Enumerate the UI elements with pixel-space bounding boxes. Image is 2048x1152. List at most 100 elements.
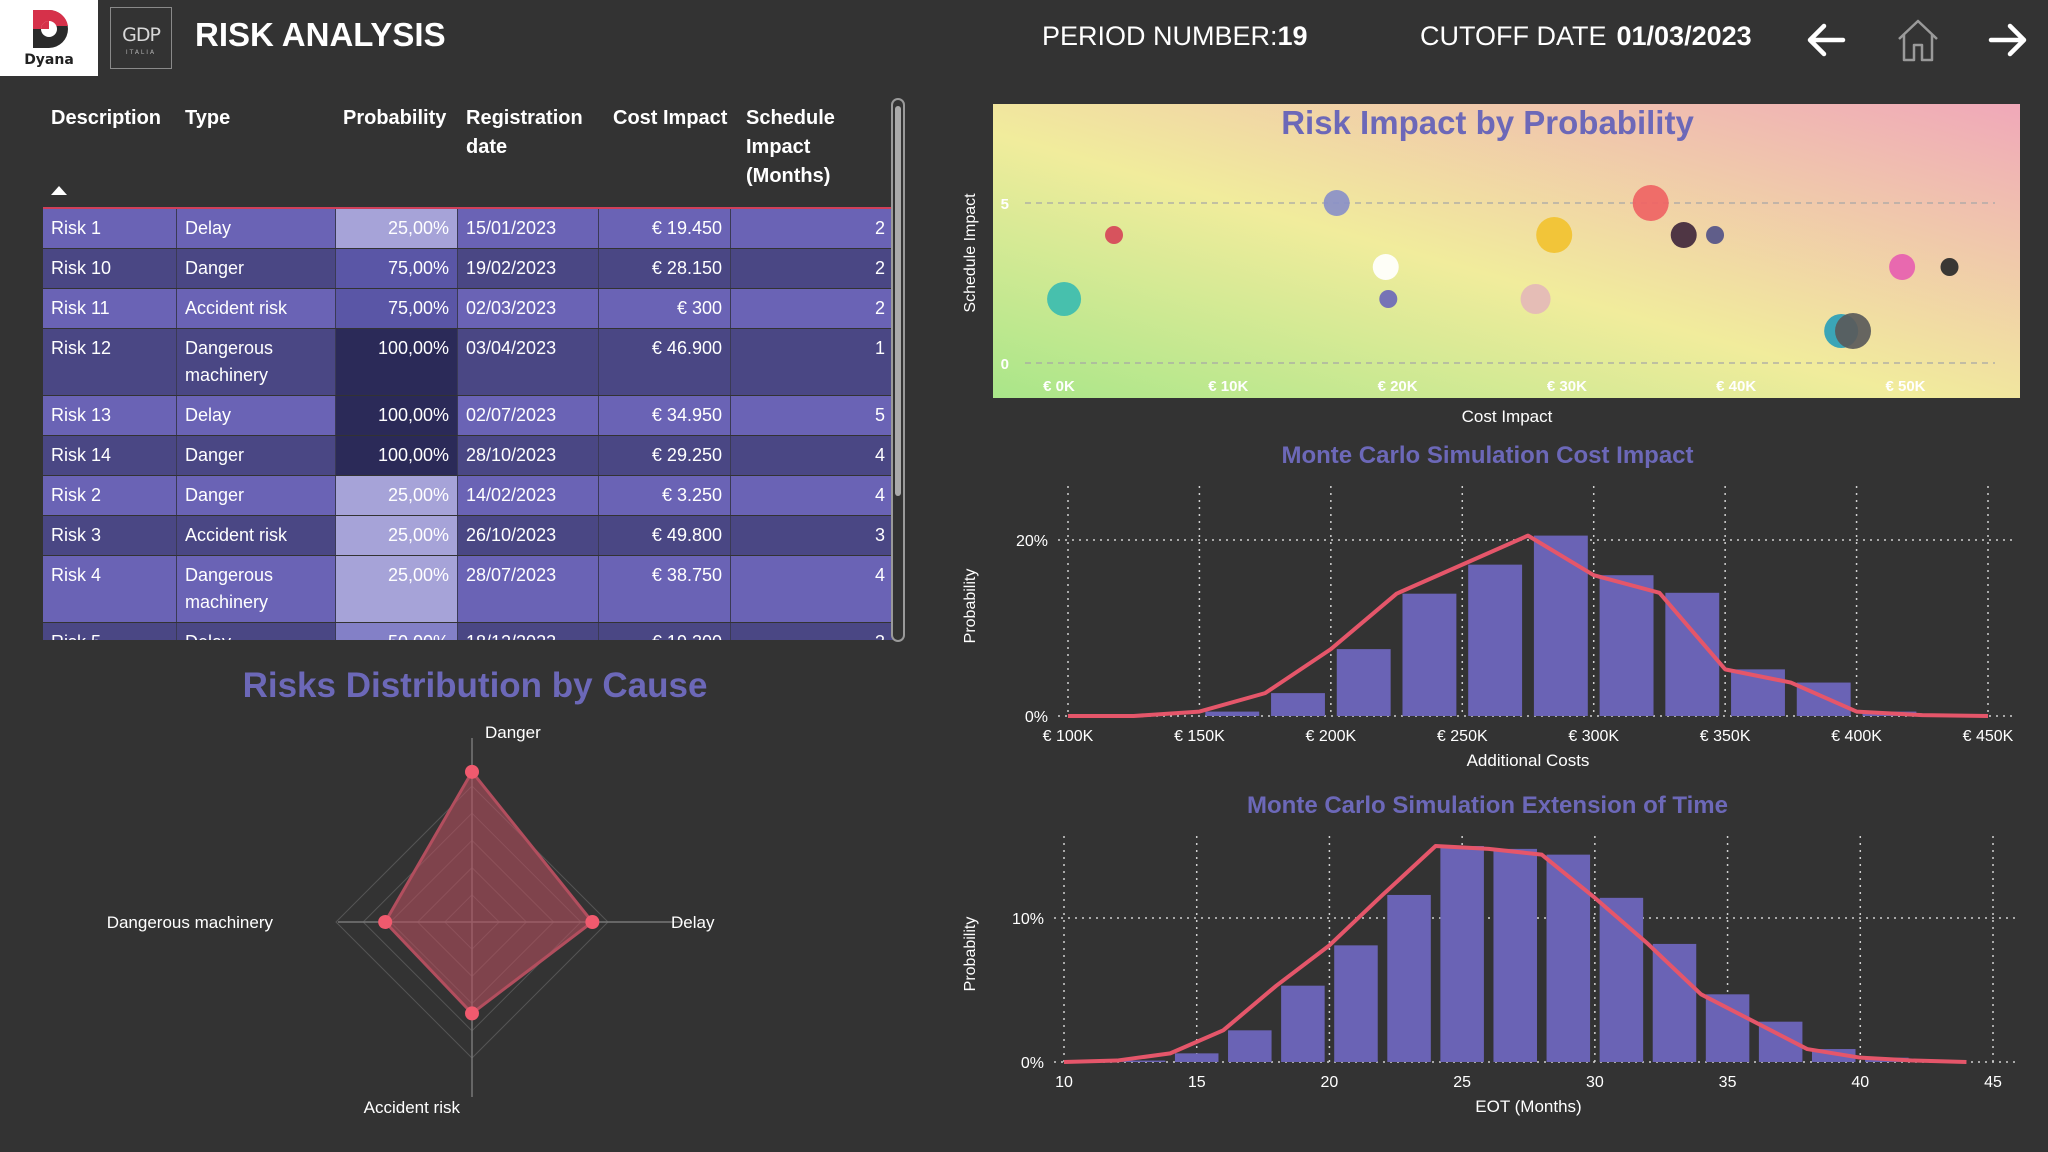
x-tick-label: 35 [1719, 1074, 1737, 1091]
column-header-probability[interactable]: Probability [343, 107, 447, 129]
cell-type: Delay [177, 209, 336, 248]
cell-type: Accident risk [177, 289, 336, 328]
monte-carlo-cost-chart: € 100K € 150K € 200K € 250K € 300K € 350K € 40… [962, 486, 2014, 770]
x-tick-label: 20 [1321, 1074, 1339, 1091]
cell-probability: 100,00% [336, 396, 458, 435]
cell-description: Risk 1 [43, 209, 177, 248]
column-header-description[interactable]: Description [51, 107, 162, 129]
cell-schedule-impact: 4 [874, 565, 885, 585]
x-tick-label: 15 [1188, 1074, 1206, 1091]
y-axis-label: Probability [962, 569, 979, 644]
cell-cost-impact: € 34.950 [599, 396, 731, 435]
cell-type: Danger [177, 436, 336, 475]
radar-chart-title: Risks Distribution by Cause [242, 666, 708, 705]
dyana-logo-text: Dyana [24, 52, 74, 68]
table-row[interactable]: Risk 13 Delay 100,00% 02/07/2023 € 34.950 5 [43, 396, 893, 436]
histogram-bar [1387, 894, 1431, 1062]
cell-cost-impact: € 49.800 [599, 516, 731, 555]
y-tick-label: 0% [1025, 709, 1048, 726]
table-row[interactable]: Risk 4 Dangerous machinery 25,00% 28/07/202… [43, 556, 893, 623]
radar-category-label: Accident risk [364, 1098, 461, 1117]
cell-schedule-impact: 1 [874, 338, 885, 358]
x-tick-label: € 50K [1885, 378, 1925, 395]
back-button[interactable] [1800, 14, 1852, 66]
x-tick-label: € 450K [1963, 728, 2014, 745]
cell-probability: 75,00% [336, 289, 458, 328]
scatter-point [1706, 226, 1725, 244]
histogram-bar [1281, 985, 1325, 1062]
table-row[interactable]: Risk 11 Accident risk 75,00% 02/03/2023 € 30… [43, 289, 893, 329]
gdp-logo-text: GDP [122, 24, 161, 46]
y-tick-label: 10% [1012, 911, 1044, 928]
monte-carlo-eot-chart: 10 15 20 25 30 35 40 45 0% 10% Probability EOT (Mon… [962, 836, 2018, 1116]
table-row[interactable]: Risk 10 Danger 75,00% 19/02/2023 € 28.150 2 [43, 249, 893, 289]
x-tick-label: € 20K [1378, 378, 1418, 395]
cell-cost-impact: € 3.250 [599, 476, 731, 515]
cell-probability: 100,00% [336, 436, 458, 475]
cell-type: Danger [177, 476, 336, 515]
x-tick-label: € 200K [1305, 728, 1356, 745]
scatter-point [1372, 254, 1399, 280]
radar-category-label: Danger [485, 723, 541, 742]
cell-cost-impact: € 38.750 [599, 556, 731, 622]
probability-curve [1063, 844, 1967, 1064]
cell-schedule-impact: 4 [874, 445, 885, 465]
scatter-point [1835, 313, 1872, 349]
table-row[interactable]: Risk 5Delay50,00%18/12/2023€ 19.3003 [43, 623, 893, 640]
histogram-bar [1599, 575, 1654, 716]
table-row[interactable]: Risk 12 Dangerous machinery 100,00% 03/04/2… [43, 329, 893, 396]
page-title: RISK ANALYSIS [195, 16, 446, 53]
column-header-cost-impact[interactable]: Cost Impact [613, 107, 728, 129]
x-tick-label: € 30K [1547, 378, 1587, 395]
y-tick-label: 5 [1001, 196, 1009, 213]
x-axis-label: Cost Impact [1462, 407, 1553, 426]
table-row[interactable]: Risk 2 Danger 25,00% 14/02/2023 € 3.250 4 [43, 476, 893, 516]
home-button[interactable] [1892, 14, 1944, 66]
cell-description: Risk 3 [43, 516, 177, 555]
table-row[interactable]: Risk 1 Delay 25,00% 15/01/2023 € 19.450 2 [43, 209, 893, 249]
cell-probability: 75,00% [336, 249, 458, 288]
table-row[interactable]: Risk 3 Accident risk 25,00% 26/10/2023 € 49.… [43, 516, 893, 556]
x-tick-label: € 150K [1174, 728, 1225, 745]
cell-type: Delay [177, 623, 336, 640]
table-scrollbar-thumb[interactable] [895, 106, 901, 496]
cell-description: Risk 10 [43, 249, 177, 288]
cell-schedule-impact: 2 [874, 258, 885, 278]
x-tick-label: 40 [1851, 1074, 1869, 1091]
histogram-bar [1468, 564, 1523, 716]
x-tick-label: € 400K [1831, 728, 1882, 745]
scatter-point [1323, 190, 1350, 216]
period-number-label: PERIOD NUMBER: [1042, 21, 1278, 51]
column-header-schedule-impact[interactable]: Schedule Impact (Months) [746, 107, 835, 187]
sort-ascending-icon[interactable] [51, 186, 67, 195]
cell-cost-impact: € 29.250 [599, 436, 731, 475]
cell-cost-impact: € 300 [599, 289, 731, 328]
cost-chart-title: Monte Carlo Simulation Cost Impact [1281, 442, 1694, 469]
x-axis-label: EOT (Months) [1475, 1097, 1581, 1116]
x-tick-label: 30 [1586, 1074, 1604, 1091]
cell-registration-date: 19/02/2023 [458, 249, 599, 288]
histogram-bar [1334, 945, 1378, 1062]
radar-data-point [465, 1006, 479, 1021]
table-scrollbar[interactable] [891, 98, 905, 642]
cell-registration-date: 28/10/2023 [458, 436, 599, 475]
column-header-registration-date[interactable]: Registration date [466, 107, 583, 158]
column-header-type[interactable]: Type [185, 107, 231, 129]
cell-probability: 50,00% [336, 623, 458, 640]
radar-data-point [465, 764, 479, 779]
x-tick-label: 45 [1984, 1074, 2002, 1091]
cell-registration-date: 02/03/2023 [458, 289, 599, 328]
forward-button[interactable] [1982, 14, 2034, 66]
cell-type: Dangerous machinery [177, 329, 336, 395]
cell-type: Dangerous machinery [177, 556, 336, 622]
cell-description: Risk 4 [43, 556, 177, 622]
scatter-point [1379, 290, 1398, 308]
histogram-bar [1336, 649, 1391, 716]
cell-registration-date: 02/07/2023 [458, 396, 599, 435]
x-tick-label: € 350K [1700, 728, 1751, 745]
table-row[interactable]: Risk 14 Danger 100,00% 28/10/2023 € 29.250 4 [43, 436, 893, 476]
scatter-plot-background [993, 104, 2020, 398]
histogram-bar [1533, 535, 1588, 716]
dyana-logo: Dyana [0, 0, 98, 76]
cell-cost-impact: € 19.450 [599, 209, 731, 248]
